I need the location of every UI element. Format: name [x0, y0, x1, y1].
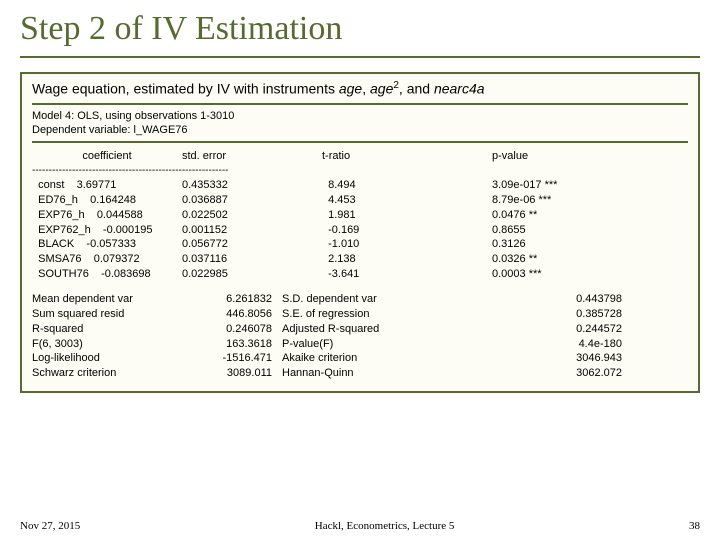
caption-text: Wage equation, estimated by IV with inst…: [32, 81, 339, 97]
stat-value-right: 0.443798: [502, 292, 622, 307]
coef-name: EXP762_h -0.000195: [32, 223, 182, 238]
footer-center: Hackl, Econometrics, Lecture 5: [80, 520, 689, 532]
stat-value-left: 6.261832: [182, 292, 282, 307]
caption-var-nearc4a: nearc4a: [434, 81, 485, 97]
stat-row: R-squared0.246078Adjusted R-squared0.244…: [32, 322, 688, 337]
footer: Nov 27, 2015 Hackl, Econometrics, Lectur…: [20, 520, 700, 532]
coef-t: -1.010: [322, 237, 492, 252]
model-line1: Model 4: OLS, using observations 1-3010: [32, 109, 688, 123]
stat-block: Mean dependent var6.261832S.D. dependent…: [32, 292, 688, 381]
stat-label-left: F(6, 3003): [32, 337, 182, 352]
stat-label-left: Schwarz criterion: [32, 366, 182, 381]
stat-label-right: Akaike criterion: [282, 351, 502, 366]
stat-value-right: 0.244572: [502, 322, 622, 337]
coef-name: SMSA76 0.079372: [32, 252, 182, 267]
coef-t: 4.453: [322, 193, 492, 208]
coef-name: BLACK -0.057333: [32, 237, 182, 252]
stat-label-left: R-squared: [32, 322, 182, 337]
stat-label-right: P-value(F): [282, 337, 502, 352]
coef-t: -3.641: [322, 267, 492, 282]
coef-t: 2.138: [322, 252, 492, 267]
stat-row: Log-likelihood-1516.471Akaike criterion3…: [32, 351, 688, 366]
footer-date: Nov 27, 2015: [20, 520, 80, 532]
header-coef: coefficient: [32, 149, 182, 164]
coef-name: SOUTH76 -0.083698: [32, 267, 182, 282]
stat-row: Sum squared resid446.8056S.E. of regress…: [32, 307, 688, 322]
coef-t: 1.981: [322, 208, 492, 223]
coef-p: 3.09e-017 ***: [492, 178, 632, 193]
coef-row: ED76_h 0.1642480.036887 4.4538.79e-06 **…: [32, 193, 688, 208]
coef-se: 0.056772: [182, 237, 322, 252]
coef-row: SOUTH76 -0.0836980.022985 -3.6410.0003 *…: [32, 267, 688, 282]
coef-se: 0.001152: [182, 223, 322, 238]
coef-se: 0.435332: [182, 178, 322, 193]
stat-label-right: S.E. of regression: [282, 307, 502, 322]
stat-label-left: Sum squared resid: [32, 307, 182, 322]
caption: Wage equation, estimated by IV with inst…: [32, 80, 688, 97]
stat-label-right: S.D. dependent var: [282, 292, 502, 307]
coef-row: BLACK -0.0573330.056772 -1.0100.3126: [32, 237, 688, 252]
coef-se: 0.022502: [182, 208, 322, 223]
stat-value-right: 3046.943: [502, 351, 622, 366]
stat-label-left: Log-likelihood: [32, 351, 182, 366]
coef-se: 0.037116: [182, 252, 322, 267]
content-box: Wage equation, estimated by IV with inst…: [20, 72, 700, 393]
separator: ----------------------------------------…: [32, 166, 688, 176]
coef-p: 0.0326 **: [492, 252, 632, 267]
coef-row: SMSA76 0.0793720.037116 2.1380.0326 **: [32, 252, 688, 267]
coef-p: 0.3126: [492, 237, 632, 252]
headers-row: coefficient std. error t-ratio p-value: [32, 149, 688, 164]
stat-row: F(6, 3003)163.3618P-value(F)4.4e-180: [32, 337, 688, 352]
stat-value-left: -1516.471: [182, 351, 282, 366]
coef-row: const 3.697710.435332 8.4943.09e-017 ***: [32, 178, 688, 193]
coef-row: EXP762_h -0.0001950.001152 -0.1690.8655: [32, 223, 688, 238]
stat-label-right: Adjusted R-squared: [282, 322, 502, 337]
caption-text: , and: [399, 81, 434, 97]
coef-row: EXP76_h 0.0445880.022502 1.9810.0476 **: [32, 208, 688, 223]
coef-se: 0.036887: [182, 193, 322, 208]
header-t: t-ratio: [322, 149, 492, 164]
coef-block: const 3.697710.435332 8.4943.09e-017 ***…: [32, 178, 688, 282]
stat-value-right: 0.385728: [502, 307, 622, 322]
coef-t: -0.169: [322, 223, 492, 238]
stat-value-right: 3062.072: [502, 366, 622, 381]
stat-value-left: 446.8056: [182, 307, 282, 322]
caption-var-age2: age: [370, 81, 393, 97]
model-info: Model 4: OLS, using observations 1-3010 …: [32, 103, 688, 144]
stat-label-right: Hannan-Quinn: [282, 366, 502, 381]
coef-p: 0.0476 **: [492, 208, 632, 223]
coef-p: 0.0003 ***: [492, 267, 632, 282]
model-line2: Dependent variable: l_WAGE76: [32, 123, 688, 137]
coef-se: 0.022985: [182, 267, 322, 282]
coef-name: EXP76_h 0.044588: [32, 208, 182, 223]
stat-value-left: 3089.011: [182, 366, 282, 381]
stat-label-left: Mean dependent var: [32, 292, 182, 307]
caption-var-age: age: [339, 81, 362, 97]
stat-value-left: 0.246078: [182, 322, 282, 337]
footer-page: 38: [689, 520, 700, 532]
stat-value-right: 4.4e-180: [502, 337, 622, 352]
slide-title: Step 2 of IV Estimation: [20, 10, 700, 58]
coef-p: 0.8655: [492, 223, 632, 238]
coef-name: ED76_h 0.164248: [32, 193, 182, 208]
coef-name: const 3.69771: [32, 178, 182, 193]
header-se: std. error: [182, 149, 322, 164]
stat-row: Schwarz criterion3089.011Hannan-Quinn306…: [32, 366, 688, 381]
header-p: p-value: [492, 149, 632, 164]
stat-value-left: 163.3618: [182, 337, 282, 352]
caption-text: ,: [362, 81, 370, 97]
coef-t: 8.494: [322, 178, 492, 193]
stat-row: Mean dependent var6.261832S.D. dependent…: [32, 292, 688, 307]
coef-p: 8.79e-06 ***: [492, 193, 632, 208]
